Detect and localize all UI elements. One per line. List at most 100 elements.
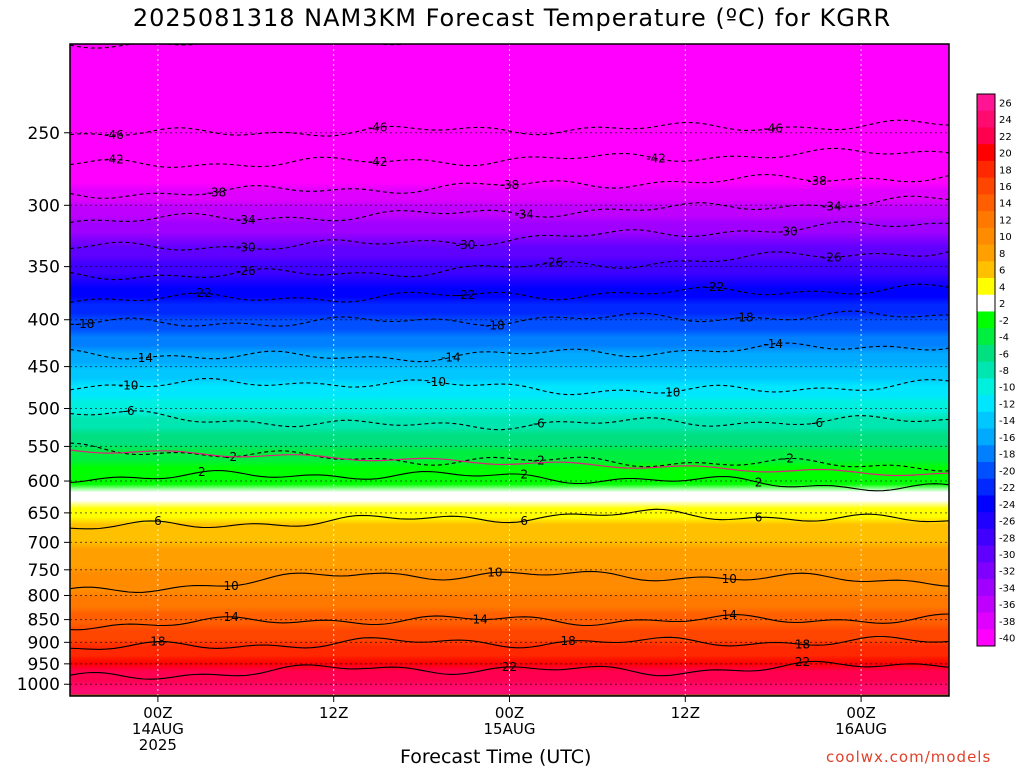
x-tick-label: 2025 <box>139 736 177 754</box>
contour-label: 14 <box>722 608 737 622</box>
contour-label: -46 <box>104 128 124 142</box>
x-tick-label: 12Z <box>319 704 348 722</box>
contour-label: -30 <box>456 238 476 252</box>
y-axis: 2503003504004505005506006507007508008509… <box>17 124 70 695</box>
contour-label: -18 <box>734 311 754 325</box>
x-tick-label: 15AUG <box>484 720 536 738</box>
colorbar-label: -30 <box>999 550 1015 561</box>
contours: -50 -50 -46 -46 -46 -42 -42 -42 -38 -38 -38 -34 -34 -… <box>70 44 949 680</box>
colorbar-swatch <box>977 344 995 363</box>
contour-line--46 <box>70 119 949 137</box>
colorbar-swatch <box>977 445 995 463</box>
freezing-level-line <box>70 449 949 477</box>
contour-line--22 <box>70 283 949 303</box>
colorbar-swatch <box>977 94 995 112</box>
colorbar-swatch <box>977 428 995 446</box>
contour-line--14 <box>70 342 949 363</box>
y-tick-label: 750 <box>28 561 60 581</box>
colorbar-swatch <box>977 110 995 128</box>
contour-line--6 <box>70 410 949 431</box>
colorbar-swatch <box>977 127 995 145</box>
colorbar-label: -14 <box>999 416 1015 427</box>
contour-label: -18 <box>485 318 505 332</box>
contour-label: -2 <box>782 452 794 466</box>
contour-label: 18 <box>795 637 810 651</box>
contour-label: -2 <box>533 453 545 467</box>
contour-label: -6 <box>123 404 135 418</box>
colorbar-legend: 26 24 22 20 18 16 14 12 10 8 6 4 2 -2 -4 -6 -8 -10 -12 -14 -… <box>976 93 1015 647</box>
contour-label: -22 <box>192 286 212 300</box>
contour-label: -46 <box>763 121 783 135</box>
chart-title: 2025081318 NAM3KM Forecast Temperature (… <box>132 4 892 32</box>
colorbar-label: -40 <box>999 634 1015 645</box>
colorbar-label: 14 <box>999 199 1012 210</box>
colorbar-label: -4 <box>999 333 1009 344</box>
contour-label: -6 <box>811 416 823 430</box>
colorbar-label: -20 <box>999 466 1015 477</box>
contour-label: -30 <box>778 225 798 239</box>
colorbar-swatch <box>977 177 995 195</box>
colorbar-swatch <box>977 411 995 430</box>
contour-label: -46 <box>368 120 388 134</box>
y-tick-label: 700 <box>28 533 60 553</box>
colorbar-label: 2 <box>999 299 1005 310</box>
colorbar-swatch <box>977 361 995 379</box>
colorbar-swatch <box>977 495 995 513</box>
colorbar-label: -22 <box>999 483 1015 494</box>
y-tick-label: 550 <box>28 437 60 457</box>
contour-line--26 <box>70 251 949 281</box>
contour-label: 10 <box>224 579 239 593</box>
colorbar-swatch <box>977 478 995 496</box>
contour-label: -26 <box>822 250 842 264</box>
colorbar-label: -2 <box>999 316 1009 327</box>
colorbar-label: -10 <box>999 383 1015 394</box>
contour-label: -42 <box>104 152 124 166</box>
colorbar-label: 6 <box>999 266 1005 277</box>
colorbar-label: -38 <box>999 617 1015 628</box>
contour-line--42 <box>70 147 949 168</box>
y-tick-label: 650 <box>28 504 60 524</box>
contour-label: -10 <box>426 375 446 389</box>
colorbar-label: 18 <box>999 165 1012 176</box>
x-axis-title: Forecast Time (UTC) <box>400 746 592 768</box>
contour-label: 22 <box>795 655 810 669</box>
colorbar-label: 8 <box>999 249 1005 260</box>
colorbar-label: -26 <box>999 517 1015 528</box>
colorbar-label: -32 <box>999 567 1015 578</box>
contour-line--18 <box>70 310 949 327</box>
contour-line-22 <box>70 660 949 680</box>
colorbar-swatch <box>977 278 995 296</box>
colorbar-swatch <box>977 629 995 647</box>
plot-area: -50 -50 -46 -46 -46 -42 -42 -42 -38 -38 -38 -34 -34 -… <box>69 43 950 697</box>
contour-label: 18 <box>560 634 575 648</box>
colorbar-label: 22 <box>999 132 1012 143</box>
contour-label: -38 <box>807 174 827 188</box>
colorbar-label: 26 <box>999 98 1012 109</box>
x-tick-label: 14AUG <box>132 720 184 738</box>
colorbar-swatch <box>977 579 995 597</box>
contour-label: -34 <box>514 208 534 222</box>
colorbar-label: 4 <box>999 282 1005 293</box>
colorbar-swatch <box>977 612 995 630</box>
y-tick-label: 300 <box>28 196 60 216</box>
y-tick-label: 450 <box>28 358 60 378</box>
colorbar-label: -6 <box>999 349 1009 360</box>
contour-label: -42 <box>368 155 388 169</box>
contour-label: -38 <box>500 178 520 192</box>
contour-line-6 <box>70 508 949 530</box>
colorbar-label: -8 <box>999 366 1009 377</box>
colorbar-label: -36 <box>999 600 1015 611</box>
colorbar-label: 16 <box>999 182 1012 193</box>
contour-label: 18 <box>150 635 165 649</box>
y-tick-label: 950 <box>28 655 60 675</box>
y-tick-label: 900 <box>28 633 60 653</box>
colorbar-label: -24 <box>999 500 1015 511</box>
colorbar-label: -34 <box>999 583 1015 594</box>
contour-label: -42 <box>646 151 666 165</box>
y-tick-label: 850 <box>28 611 60 631</box>
colorbar-swatch <box>977 144 995 162</box>
contour-label: -38 <box>207 185 227 199</box>
colorbar-swatch <box>977 227 995 246</box>
colorbar-swatch <box>977 512 995 530</box>
colorbar-swatch <box>977 294 995 312</box>
